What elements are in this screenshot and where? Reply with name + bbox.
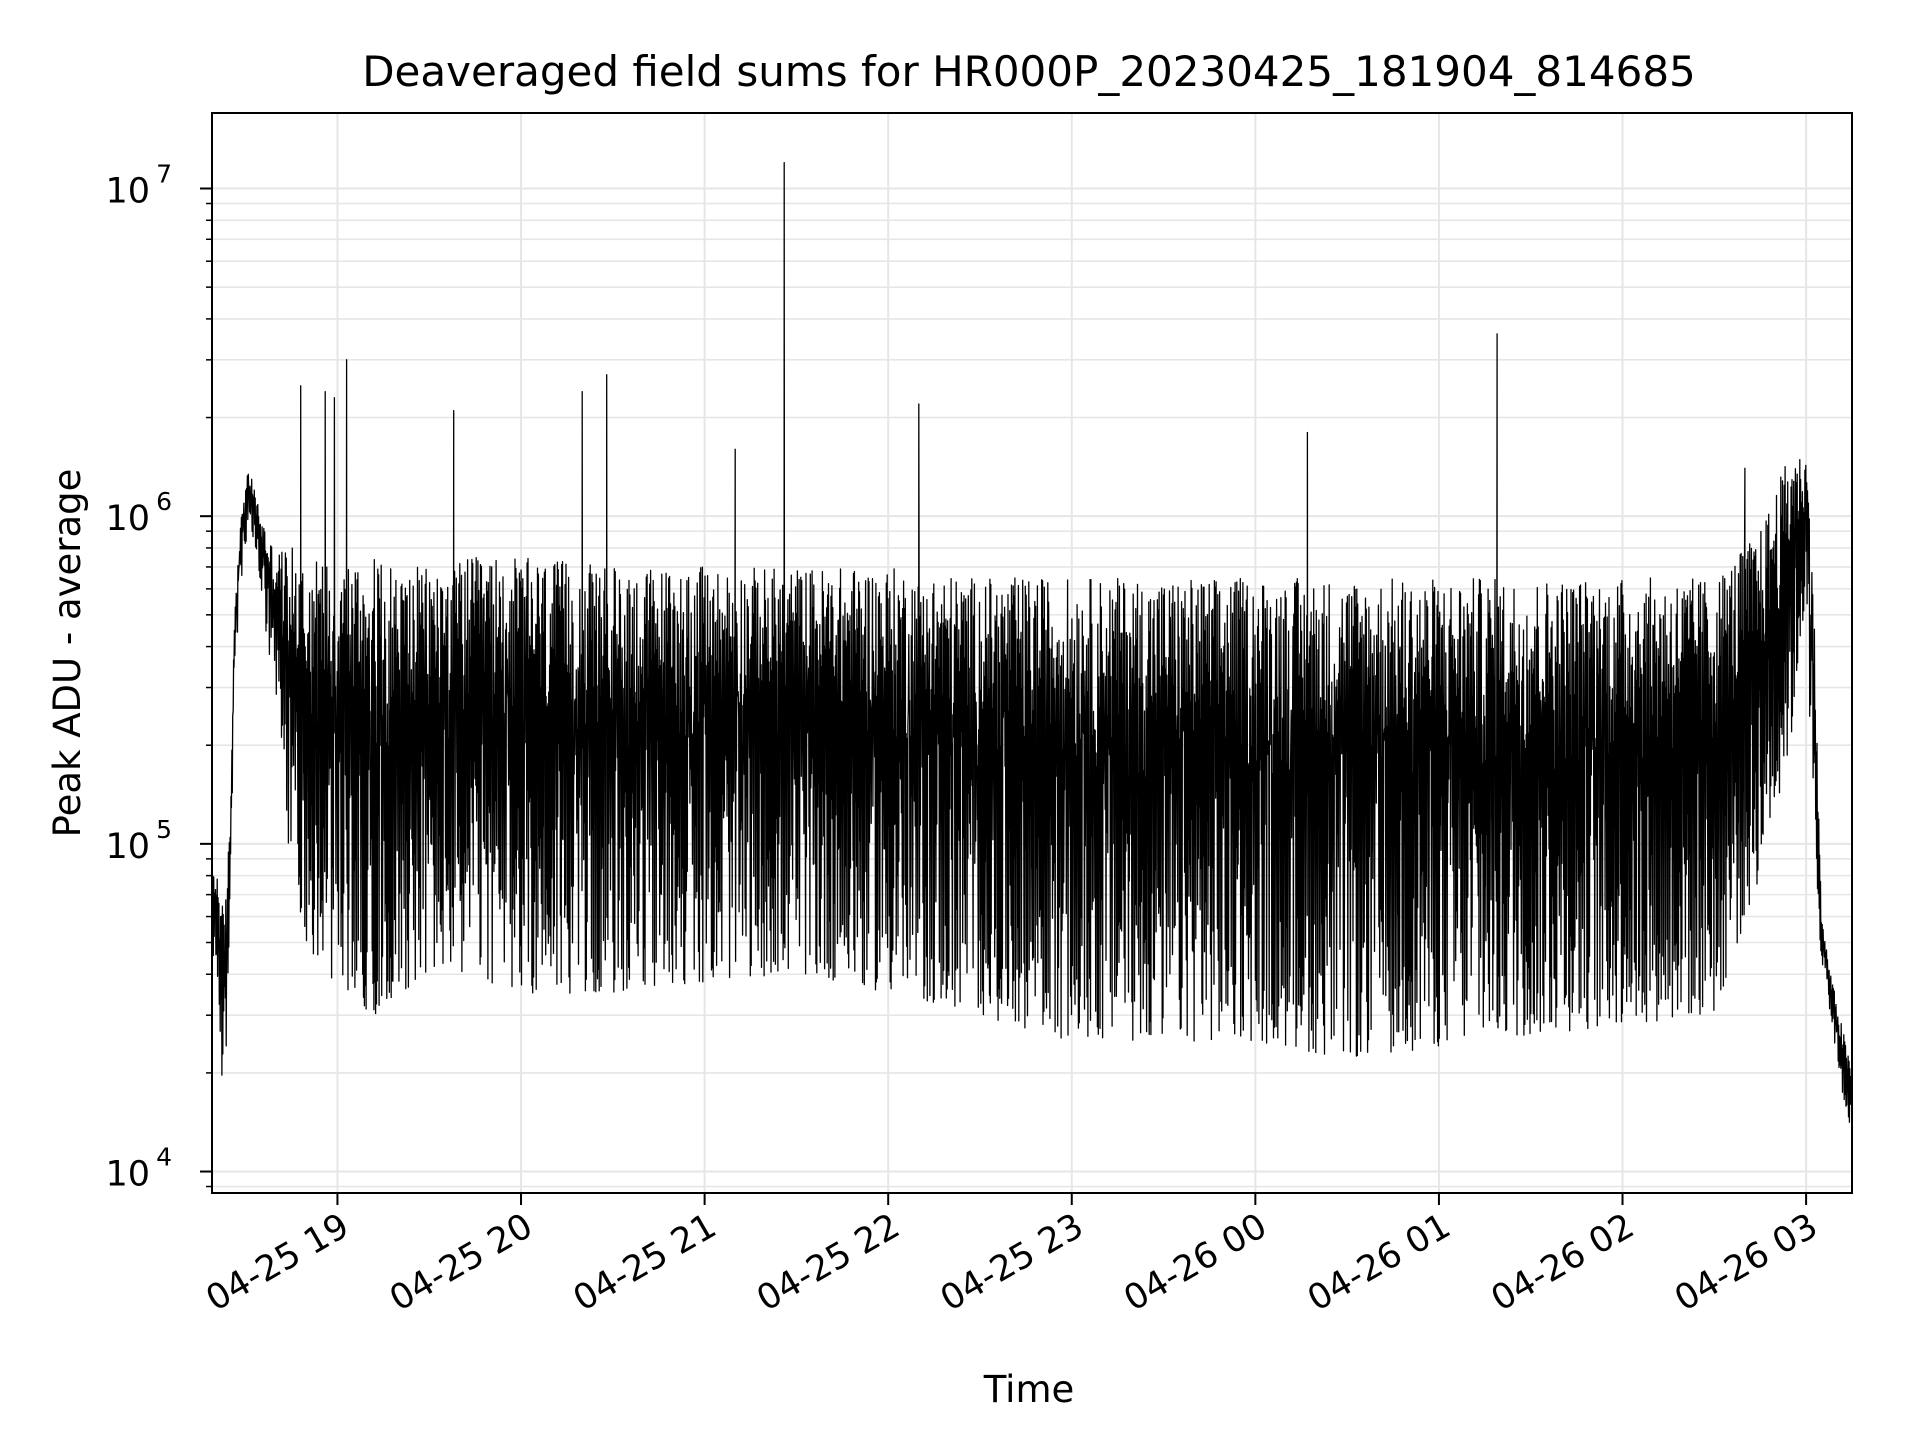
- y-tick-exponent: 4: [156, 1143, 172, 1172]
- y-tick-label: 10: [105, 172, 150, 212]
- series-line: [211, 161, 1853, 1125]
- chart-title: Deaveraged field sums for HR000P_2023042…: [362, 47, 1696, 96]
- y-tick-label: 10: [105, 827, 150, 867]
- axes-frame: [211, 112, 1853, 1194]
- y-tick-label: 10: [105, 1155, 150, 1195]
- y-axis-label: Peak ADU - average: [46, 469, 89, 838]
- y-tick-exponent: 7: [156, 160, 172, 189]
- y-tick-exponent: 5: [156, 815, 172, 844]
- x-axis-label: Time: [983, 1368, 1075, 1411]
- y-tick-label: 10: [105, 499, 150, 539]
- plot-area: [211, 161, 1853, 1125]
- y-tick-exponent: 6: [156, 487, 172, 516]
